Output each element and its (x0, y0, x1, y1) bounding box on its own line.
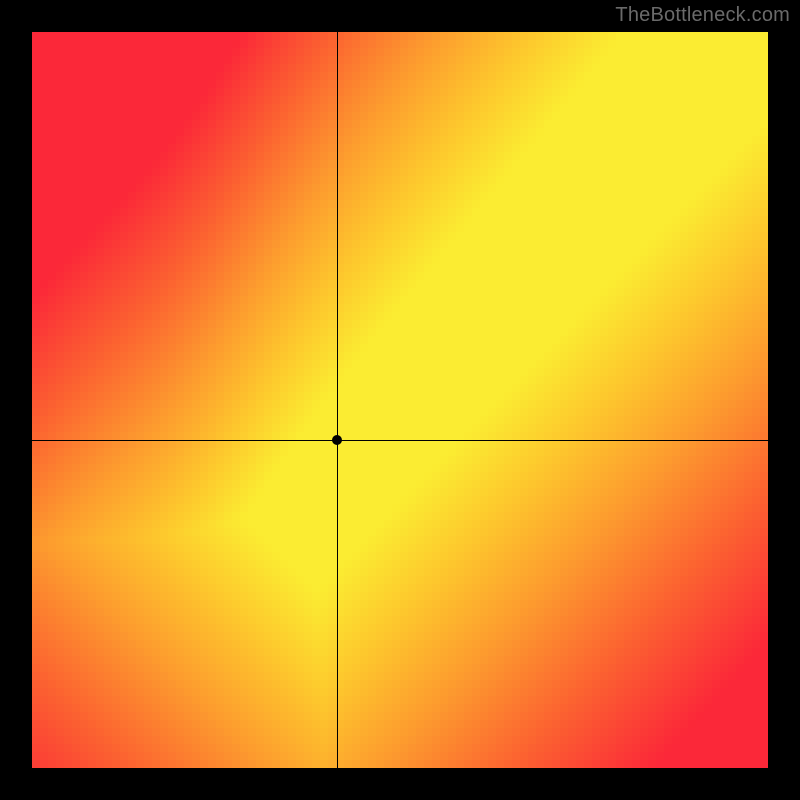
crosshair-vertical (337, 32, 338, 768)
watermark-text: TheBottleneck.com (615, 4, 790, 27)
bottleneck-heatmap (32, 32, 768, 768)
crosshair-horizontal (32, 440, 768, 441)
crosshair-marker (332, 435, 342, 445)
frame-border-left (0, 0, 32, 800)
frame-border-bottom (0, 768, 800, 800)
frame-border-right (768, 0, 800, 800)
chart-container: TheBottleneck.com (0, 0, 800, 800)
